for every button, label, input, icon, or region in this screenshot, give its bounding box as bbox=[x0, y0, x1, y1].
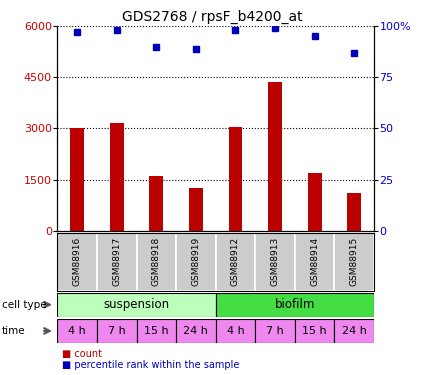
Bar bbox=[57, 232, 97, 291]
Bar bbox=[334, 232, 374, 291]
Text: GSM88915: GSM88915 bbox=[350, 237, 359, 286]
Text: GSM88914: GSM88914 bbox=[310, 237, 319, 286]
Bar bbox=[347, 193, 361, 231]
Text: 15 h: 15 h bbox=[144, 326, 169, 336]
Text: 4 h: 4 h bbox=[227, 326, 244, 336]
Bar bbox=[189, 188, 203, 231]
Bar bbox=[215, 232, 255, 291]
Text: GSM88916: GSM88916 bbox=[73, 237, 82, 286]
Bar bbox=[57, 319, 97, 343]
Text: time: time bbox=[2, 326, 26, 336]
Bar bbox=[229, 127, 242, 231]
Bar bbox=[97, 232, 136, 291]
Text: biofilm: biofilm bbox=[275, 298, 315, 311]
Bar bbox=[97, 319, 136, 343]
Bar bbox=[57, 292, 215, 317]
Text: GSM88913: GSM88913 bbox=[271, 237, 280, 286]
Bar bbox=[136, 319, 176, 343]
Bar bbox=[215, 319, 255, 343]
Text: ■ percentile rank within the sample: ■ percentile rank within the sample bbox=[62, 360, 239, 370]
Text: GDS2768 / rpsF_b4200_at: GDS2768 / rpsF_b4200_at bbox=[122, 9, 303, 24]
Bar bbox=[176, 319, 215, 343]
Text: suspension: suspension bbox=[103, 298, 170, 311]
Bar bbox=[110, 123, 124, 231]
Bar bbox=[295, 232, 334, 291]
Text: 7 h: 7 h bbox=[266, 326, 284, 336]
Bar bbox=[136, 232, 176, 291]
Bar bbox=[215, 292, 374, 317]
Text: ■ count: ■ count bbox=[62, 349, 102, 359]
Bar bbox=[308, 173, 322, 231]
Text: 4 h: 4 h bbox=[68, 326, 86, 336]
Text: cell type: cell type bbox=[2, 300, 47, 310]
Bar bbox=[255, 319, 295, 343]
Bar bbox=[295, 319, 334, 343]
Text: GSM88912: GSM88912 bbox=[231, 237, 240, 286]
Text: 15 h: 15 h bbox=[302, 326, 327, 336]
Text: GSM88917: GSM88917 bbox=[112, 237, 121, 286]
Text: 7 h: 7 h bbox=[108, 326, 126, 336]
Bar bbox=[176, 232, 215, 291]
Text: 24 h: 24 h bbox=[342, 326, 367, 336]
Bar bbox=[150, 176, 163, 231]
Bar bbox=[268, 82, 282, 231]
Text: GSM88918: GSM88918 bbox=[152, 237, 161, 286]
Bar bbox=[255, 232, 295, 291]
Bar bbox=[70, 128, 84, 231]
Text: GSM88919: GSM88919 bbox=[191, 237, 201, 286]
Bar bbox=[334, 319, 374, 343]
Text: 24 h: 24 h bbox=[184, 326, 208, 336]
